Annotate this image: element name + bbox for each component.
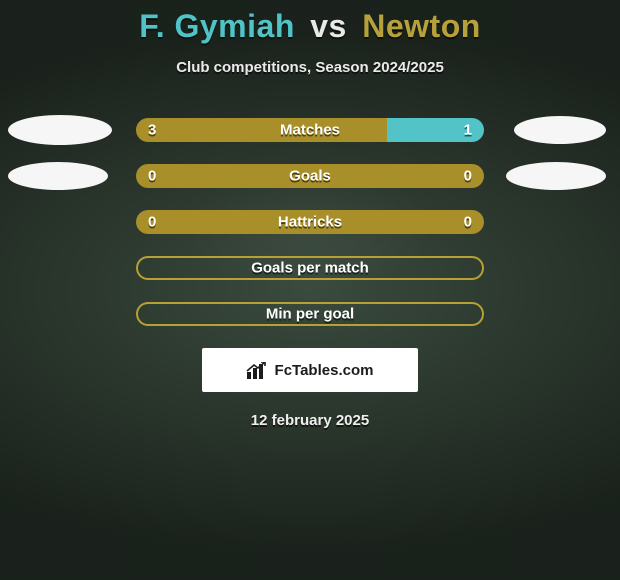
stat-bar: 31Matches (136, 118, 484, 142)
player2-marker (514, 116, 606, 144)
stat-bar: Goals per match (136, 256, 484, 280)
player2-marker (506, 162, 606, 190)
player1-name: F. Gymiah (139, 8, 295, 44)
bar-fill-right (387, 118, 484, 142)
stat-row: 00Goals (0, 164, 620, 188)
date-label: 12 february 2025 (251, 412, 369, 429)
stat-row: Goals per match (0, 256, 620, 280)
stat-row: 00Hattricks (0, 210, 620, 234)
player1-marker (8, 162, 108, 190)
attribution-text: FcTables.com (275, 362, 374, 379)
stat-bar: 00Goals (136, 164, 484, 188)
vs-label: vs (310, 8, 347, 44)
stat-row: 31Matches (0, 118, 620, 142)
chart-icon (247, 361, 269, 379)
bar-fill-left (136, 210, 484, 234)
stat-bar: 00Hattricks (136, 210, 484, 234)
bar-fill-left (136, 164, 484, 188)
stat-bar: Min per goal (136, 302, 484, 326)
title: F. Gymiah vs Newton (139, 8, 481, 45)
player1-marker (8, 115, 112, 145)
stat-label: Goals per match (251, 260, 369, 277)
stat-rows: 31Matches 00Goals 00Hattricks Goals per mat… (0, 118, 620, 326)
stat-row: Min per goal (0, 302, 620, 326)
attribution-badge[interactable]: FcTables.com (202, 348, 418, 392)
comparison-card: F. Gymiah vs Newton Club competitions, S… (0, 0, 620, 580)
subtitle: Club competitions, Season 2024/2025 (176, 59, 444, 76)
player2-name: Newton (362, 8, 481, 44)
stat-label: Min per goal (266, 306, 354, 323)
bar-fill-left (136, 118, 387, 142)
